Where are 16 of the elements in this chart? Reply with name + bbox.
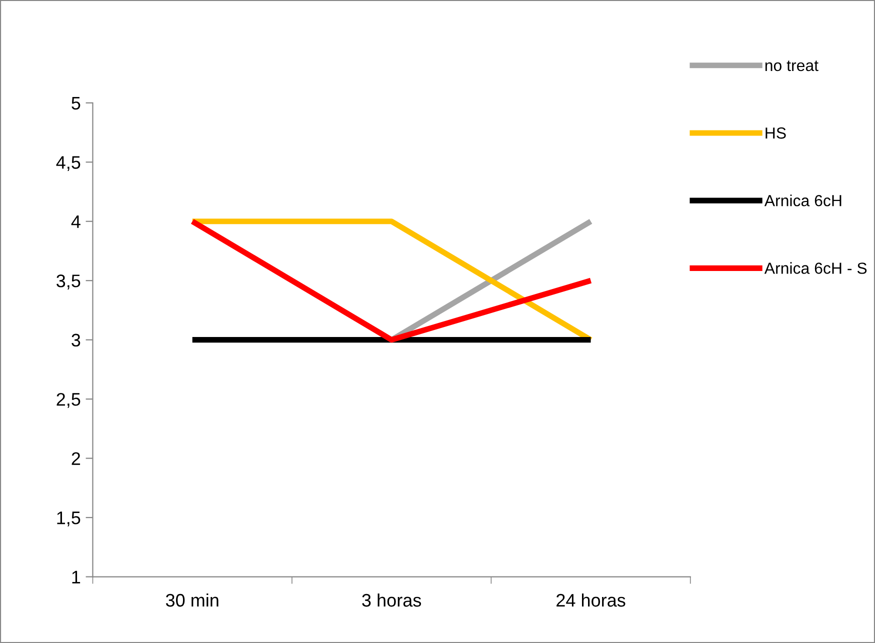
x-tick-label: 24 horas (556, 593, 626, 607)
y-tick-label: 1 (72, 570, 80, 584)
y-tick-label: 4,5 (56, 156, 80, 171)
y-tick-label: 4 (71, 215, 80, 228)
y-tick-label: 2 (72, 452, 80, 465)
x-tick-label: 30 min (166, 593, 218, 607)
legend-label: Arnica 6cH (764, 194, 842, 206)
legend-label: Arnica 6cH - S (764, 262, 867, 274)
y-tick-label: 3,5 (56, 274, 80, 290)
x-tick-label: 3 horas (362, 593, 422, 607)
y-tick-label: 5 (72, 97, 80, 110)
y-tick-label: 3 (72, 334, 80, 347)
y-tick-label: 2,5 (56, 392, 80, 408)
y-tick-label: 1,5 (57, 512, 80, 526)
legend-label: HS (766, 127, 786, 139)
legend-label: no treat (765, 60, 818, 72)
